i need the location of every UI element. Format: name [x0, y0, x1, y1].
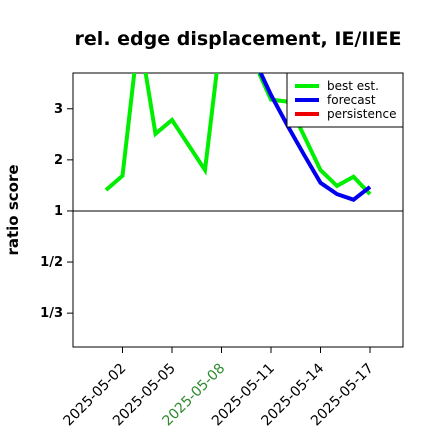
series-line [258, 73, 372, 202]
legend-label: forecast [327, 93, 376, 107]
y-axis-label: ratio score [4, 164, 22, 255]
y-tick-label: 3 [54, 102, 63, 117]
y-tick-label: 2 [54, 153, 63, 168]
series-line [104, 73, 372, 196]
legend-label: best est. [327, 79, 379, 93]
y-tick-label: 1/2 [40, 255, 63, 270]
y-tick-label: 1/3 [40, 306, 63, 321]
legend-label: persistence [327, 107, 396, 121]
plot-area [104, 73, 372, 202]
plot-frame [72, 72, 404, 348]
chart-title: rel. edge displacement, IE/IIEE [75, 28, 402, 50]
y-tick-label: 1 [54, 204, 63, 219]
